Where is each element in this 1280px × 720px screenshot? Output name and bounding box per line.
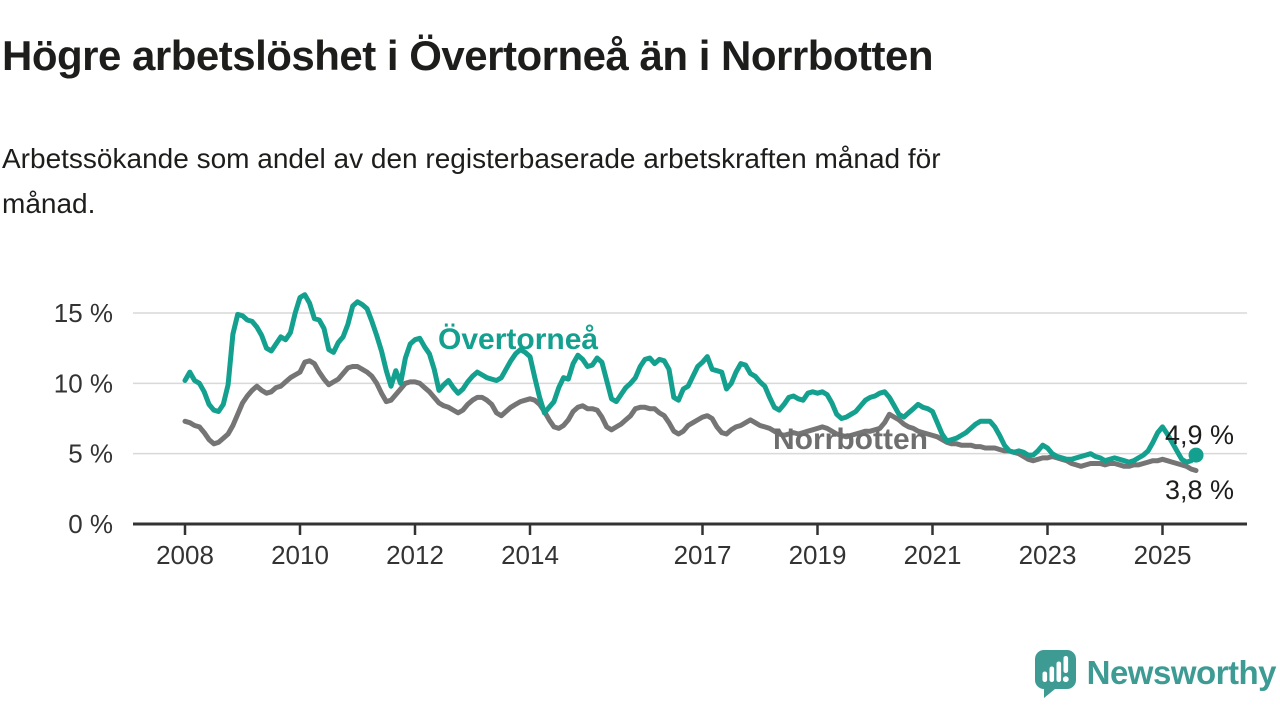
line-chart-canvas: 0 % 5 % 10 % 15 % 2008 2010 2012 2014 2017 2019 20…	[54, 292, 1247, 570]
series-label-overtornea: Övertorneå	[438, 323, 598, 356]
x-axis-label-2012: 2012	[386, 540, 444, 570]
line-chart: 0 % 5 % 10 % 15 % 2008 2010 2012 2014 2017 2019 20…	[0, 270, 1280, 580]
chart-subtitle-line-2: månad.	[2, 188, 96, 219]
y-axis-label-0: 0 %	[68, 509, 113, 539]
chart-subtitle-line-1: Arbetssökande som andel av den registerb…	[2, 143, 941, 174]
series-line-1	[182, 358, 1199, 473]
end-value-label-overtornea: 4,9 %	[1165, 420, 1234, 450]
x-axis-label-2010: 2010	[271, 540, 329, 570]
chart-title: Högre arbetslöshet i Övertorneå än i Nor…	[2, 32, 934, 79]
y-axis-label-5: 5 %	[68, 439, 113, 469]
y-axis-label-10: 10 %	[54, 368, 113, 398]
x-axis-label-2008: 2008	[156, 540, 214, 570]
x-axis-label-2014: 2014	[501, 540, 559, 570]
series-line-0	[182, 292, 1199, 465]
chart-subtitle: Arbetssökande som andel av den registerb…	[2, 136, 941, 226]
y-axis-label-15: 15 %	[54, 298, 113, 328]
series-label-norrbotten: Norrbotten	[773, 423, 928, 456]
newsworthy-brand: Newsworthy	[1033, 648, 1277, 698]
newsworthy-wordmark: Newsworthy	[1086, 654, 1277, 691]
x-axis-label-2023: 2023	[1019, 540, 1077, 570]
x-axis-label-2025: 2025	[1134, 540, 1192, 570]
end-value-label-norrbotten: 3,8 %	[1165, 475, 1234, 505]
series-end-dot	[1188, 447, 1204, 463]
x-axis-label-2017: 2017	[674, 540, 732, 570]
x-axis-label-2021: 2021	[904, 540, 962, 570]
newsworthy-logo-icon	[1034, 650, 1076, 698]
x-axis-label-2019: 2019	[789, 540, 847, 570]
